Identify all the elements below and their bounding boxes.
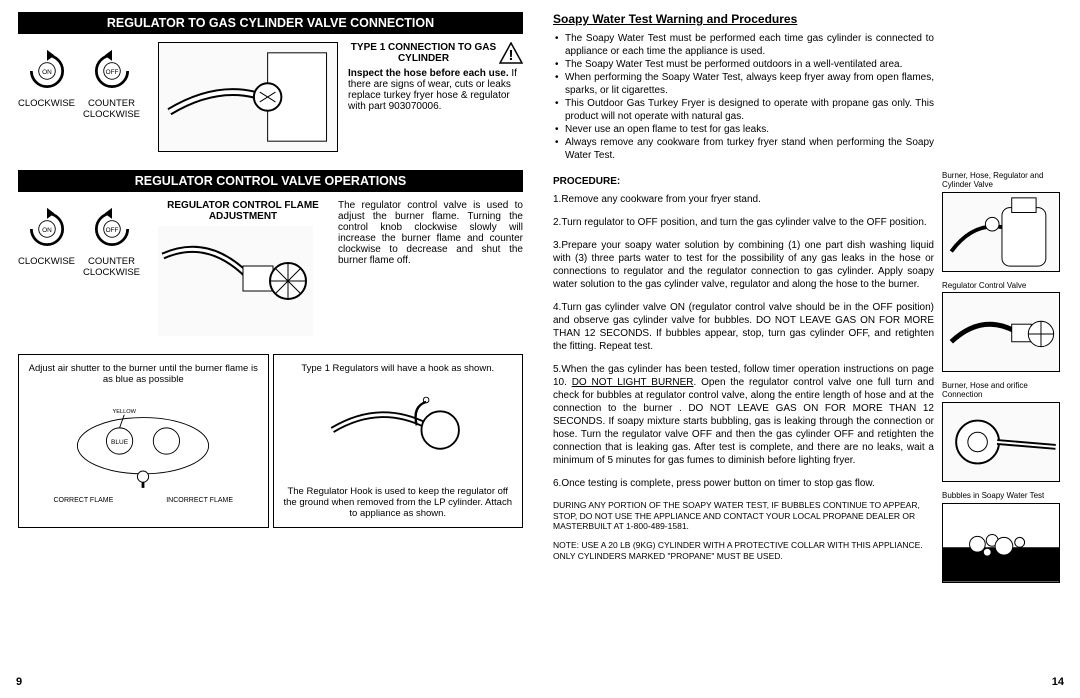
regulator-valve-diagram [158, 226, 313, 336]
warning-bullet: Always remove any cookware from turkey f… [553, 136, 934, 162]
right-page: Soapy Water Test Warning and Procedures … [553, 12, 1062, 686]
small-print: DURING ANY PORTION OF THE SOAPY WATER TE… [553, 500, 934, 561]
fig-caption: Burner, Hose, Regulator and Cylinder Val… [942, 172, 1062, 190]
type1-connection-text: ! TYPE 1 CONNECTION TO GAS CYLINDER Insp… [348, 42, 523, 112]
orifice-connection-figure [942, 402, 1060, 482]
procedure-step: 5.When the gas cylinder has been tested,… [553, 363, 934, 467]
rotation-arrows: ON CLOCKWISE OFF COUNTER CLOCKWISE [18, 42, 148, 120]
clockwise-arrow-icon: ON [24, 48, 70, 94]
svg-text:BLUE: BLUE [111, 439, 129, 446]
left-page: REGULATOR TO GAS CYLINDER VALVE CONNECTI… [18, 12, 523, 686]
regulator-control-body: The regulator control valve is used to a… [338, 200, 523, 336]
bubbles-figure [942, 503, 1060, 583]
procedure-step: 6.Once testing is complete, press power … [553, 477, 934, 490]
warning-bullet: The Soapy Water Test must be performed e… [553, 32, 934, 58]
warning-bullets: The Soapy Water Test must be performed e… [553, 32, 934, 162]
procedure-step: 1.Remove any cookware from your fryer st… [553, 193, 934, 206]
bottom-boxes: Adjust air shutter to the burner until t… [18, 354, 523, 528]
warning-bullet: The Soapy Water Test must be performed o… [553, 58, 934, 71]
svg-text:OFF: OFF [105, 69, 118, 76]
hose-connection-diagram [158, 42, 338, 152]
page-number-right: 14 [1052, 676, 1064, 688]
rotation-arrows-2: ON CLOCKWISE OFF COUNTER CLOCKWISE [18, 200, 148, 336]
fig-caption: Burner, Hose and orifice Connection [942, 382, 1062, 400]
svg-text:OFF: OFF [105, 227, 118, 234]
procedure-step: 4.Turn gas cylinder valve ON (regulator … [553, 301, 934, 353]
counter-clockwise-arrow-icon: OFF [89, 48, 135, 94]
clockwise-arrow-icon: ON [24, 206, 70, 252]
section-header-bar: REGULATOR TO GAS CYLINDER VALVE CONNECTI… [18, 12, 523, 34]
procedure-step: 2.Turn regulator to OFF position, and tu… [553, 216, 934, 229]
air-shutter-box: Adjust air shutter to the burner until t… [18, 354, 269, 528]
warning-bullet: This Outdoor Gas Turkey Fryer is designe… [553, 97, 934, 123]
procedure-step: 3.Prepare your soapy water solution by c… [553, 239, 934, 291]
incorrect-flame-label: INCORRECT FLAME [166, 497, 233, 504]
counter-clockwise-arrow-icon: OFF [89, 206, 135, 252]
warning-triangle-icon: ! [499, 42, 523, 64]
correct-flame-label: CORRECT FLAME [53, 497, 113, 504]
fig-caption: Bubbles in Soapy Water Test [942, 492, 1062, 501]
regulator-hook-diagram [323, 380, 473, 480]
regulator-hook-box: Type 1 Regulators will have a hook as sh… [273, 354, 524, 528]
regulator-control-section: REGULATOR CONTROL VALVE OPERATIONS ON CL… [18, 170, 523, 336]
regulator-connection-section: REGULATOR TO GAS CYLINDER VALVE CONNECTI… [18, 12, 523, 152]
warning-bullet: When performing the Soapy Water Test, al… [553, 71, 934, 97]
section-header-bar: REGULATOR CONTROL VALVE OPERATIONS [18, 170, 523, 192]
page-number-left: 9 [16, 676, 22, 688]
svg-text:YELLOW: YELLOW [113, 409, 137, 415]
soapy-water-title: Soapy Water Test Warning and Procedures [553, 12, 934, 26]
flame-diagram: BLUE YELLOW [68, 391, 218, 491]
svg-text:!: ! [509, 47, 514, 64]
procedure-header: PROCEDURE: [553, 176, 934, 187]
svg-text:ON: ON [42, 69, 52, 76]
cylinder-valve-figure [942, 192, 1060, 272]
figure-column: Burner, Hose, Regulator and Cylinder Val… [942, 12, 1062, 686]
procedure-steps: 1.Remove any cookware from your fryer st… [553, 193, 934, 490]
svg-text:ON: ON [42, 227, 52, 234]
counter-clockwise-label: COUNTER CLOCKWISE [75, 98, 148, 120]
warning-bullet: Never use an open flame to test for gas … [553, 123, 934, 136]
clockwise-label: CLOCKWISE [18, 98, 75, 109]
fig-caption: Regulator Control Valve [942, 282, 1062, 291]
regulator-valve-figure [942, 292, 1060, 372]
regulator-control-center: REGULATOR CONTROL FLAME ADJUSTMENT [158, 200, 328, 336]
